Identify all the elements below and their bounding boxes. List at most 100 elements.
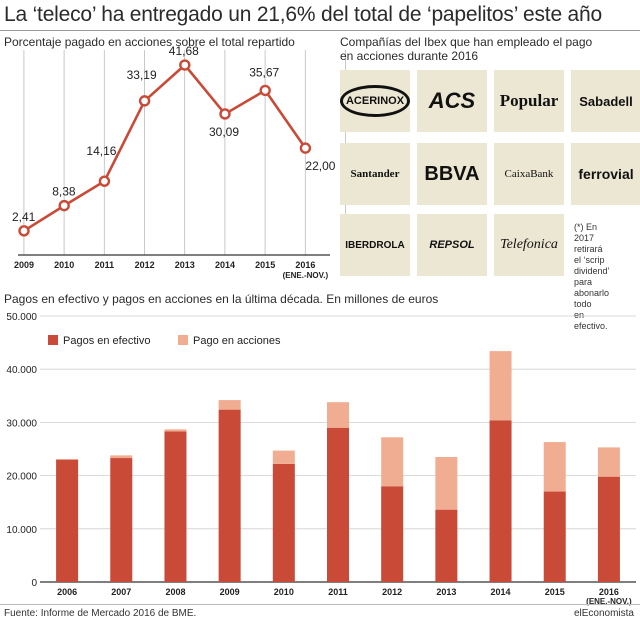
- logos-subtitle-line2: en acciones durante 2016: [340, 49, 479, 63]
- logo-tile-telefonica: Telefonica: [494, 214, 564, 276]
- bar-x-tick-2012: 2012: [382, 587, 402, 597]
- bar-x-tick-2014: 2014: [491, 587, 511, 597]
- source-note: Fuente: Informe de Mercado 2016 de BME.: [4, 608, 197, 619]
- bar-cash-2009: [218, 409, 241, 582]
- line-x-tick-2015: 2015: [255, 260, 275, 270]
- logo-tile-repsol: REPSOL: [417, 214, 487, 276]
- chart-title: La ‘teleco’ ha entregado un 21,6% del to…: [4, 3, 602, 26]
- legend-swatch-cash: [48, 335, 58, 345]
- bar-cash-2010: [272, 463, 295, 582]
- bar-x-tick-2015: 2015: [545, 587, 565, 597]
- line-point-2015: [259, 84, 271, 97]
- logo-footnote: (*) En 2017 retirará el ‘scrip dividend’ p…: [574, 222, 609, 332]
- bar-shares-2013: [435, 456, 458, 510]
- line-data-label-2016: 22,00: [305, 159, 335, 173]
- line-x-tick-sub-2016: (ENE.-NOV.): [283, 271, 329, 280]
- line-x-tick-2009: 2009: [14, 260, 34, 270]
- logo-tile-popular: Popular: [494, 70, 564, 132]
- bar-y-tick-40000: 40.000: [6, 365, 37, 376]
- bar-y-tick-10000: 10.000: [6, 525, 37, 536]
- logo-ferrovial: ferrovial: [578, 166, 634, 182]
- line-x-tick-2010: 2010: [54, 260, 74, 270]
- logo-tile-caixabank: CaixaBank: [494, 143, 564, 205]
- bar-cash-2016: [597, 476, 620, 582]
- bar-cash-2012: [381, 486, 404, 582]
- bar-cash-2006: [56, 459, 79, 582]
- line-chart-subtitle: Porcentaje pagado en acciones sobre el t…: [4, 35, 295, 49]
- line-data-label-2012: 33,19: [127, 68, 157, 82]
- legend-swatch-shares: [178, 335, 188, 345]
- bar-y-tick-50000: 50.000: [6, 312, 37, 323]
- bar-x-tick-2016: 2016: [599, 587, 619, 597]
- logo-santander: Santander: [350, 168, 400, 180]
- logo-footnote-line: dividend’ para: [574, 266, 610, 287]
- bar-cash-2013: [435, 509, 458, 582]
- logo-tile-santander: Santander: [340, 143, 410, 205]
- logo-iberdrola: IBERDROLA: [345, 239, 405, 251]
- bar-y-tick-0: 0: [31, 578, 37, 589]
- logos-subtitle-line1: Compañías del Ibex que han empleado el p…: [340, 35, 593, 49]
- logo-tile-acs: ACS: [417, 70, 487, 132]
- line-point-2010: [58, 199, 70, 212]
- line-x-tick-2011: 2011: [95, 260, 115, 270]
- logo-acs: ACS: [428, 88, 476, 113]
- bar-cash-2008: [164, 431, 187, 582]
- line-point-2011: [98, 175, 111, 187]
- logo-footnote-line: en efectivo.: [574, 310, 608, 331]
- line-x-tick-2013: 2013: [175, 260, 195, 270]
- line-point-2016: [299, 142, 312, 154]
- line-data-label-2014: 30,09: [209, 125, 239, 139]
- bar-cash-2015: [543, 491, 566, 582]
- logo-tile-iberdrola: IBERDROLA: [340, 214, 410, 276]
- bar-shares-2007: [110, 455, 133, 459]
- logo-sabadell: Sabadell: [579, 93, 633, 109]
- bar-shares-2012: [381, 437, 404, 487]
- line-x-tick-2012: 2012: [135, 260, 155, 270]
- bar-y-tick-20000: 20.000: [6, 472, 37, 483]
- logo-telefonica: Telefonica: [500, 237, 558, 252]
- title-divider: [0, 30, 640, 31]
- bar-shares-2016: [597, 447, 620, 477]
- line-point-2014: [219, 108, 231, 120]
- bar-x-tick-2011: 2011: [328, 587, 348, 597]
- line-data-label-2015: 35,67: [249, 65, 279, 79]
- line-data-label-2011: 14,16: [86, 144, 116, 158]
- legend-label-shares: Pago en acciones: [193, 335, 281, 347]
- line-x-tick-2014: 2014: [215, 260, 235, 270]
- bar-shares-2015: [543, 442, 566, 492]
- bar-x-tick-2013: 2013: [436, 587, 456, 597]
- bar-shares-2014: [489, 351, 512, 421]
- line-point-2013: [179, 59, 191, 71]
- bar-x-tick-2007: 2007: [111, 587, 131, 597]
- logo-acerinox: ACERINOX: [340, 85, 410, 117]
- logo-footnote-line: retirará el ‘scrip: [574, 244, 605, 265]
- bar-shares-2011: [327, 402, 349, 428]
- bar-shares-2009: [218, 400, 241, 410]
- bar-x-tick-sub-2016: (ENE.-NOV.): [586, 597, 632, 606]
- logo-tile-ferrovial: ferrovial: [571, 143, 640, 205]
- line-series-path: [23, 63, 307, 232]
- bar-y-tick-30000: 30.000: [6, 418, 37, 429]
- logo-tile-sabadell: Sabadell: [571, 70, 640, 132]
- bar-x-tick-2008: 2008: [165, 587, 185, 597]
- legend-label-cash: Pagos en efectivo: [63, 335, 150, 347]
- bar-shares-2010: [272, 450, 295, 464]
- line-point-2009: [18, 225, 30, 237]
- bar-shares-2006: [56, 459, 79, 460]
- brand-logo: elEconomista: [573, 608, 634, 619]
- logo-repsol: REPSOL: [429, 239, 475, 251]
- bar-shares-2008: [164, 429, 187, 432]
- line-data-label-2013: 41,68: [169, 44, 199, 58]
- line-data-label-2010: 8,38: [52, 185, 76, 199]
- bar-cash-2011: [327, 427, 349, 582]
- logo-tile-bbva: BBVA: [417, 143, 487, 205]
- bar-cash-2014: [489, 420, 512, 582]
- line-point-2012: [138, 95, 151, 107]
- logo-popular: Popular: [499, 91, 559, 110]
- footer-divider: [0, 604, 640, 605]
- line-x-tick-2016: 2016: [295, 260, 315, 270]
- logo-caixabank: CaixaBank: [504, 168, 554, 180]
- bar-cash-2007: [110, 458, 133, 582]
- bar-x-tick-2010: 2010: [274, 587, 294, 597]
